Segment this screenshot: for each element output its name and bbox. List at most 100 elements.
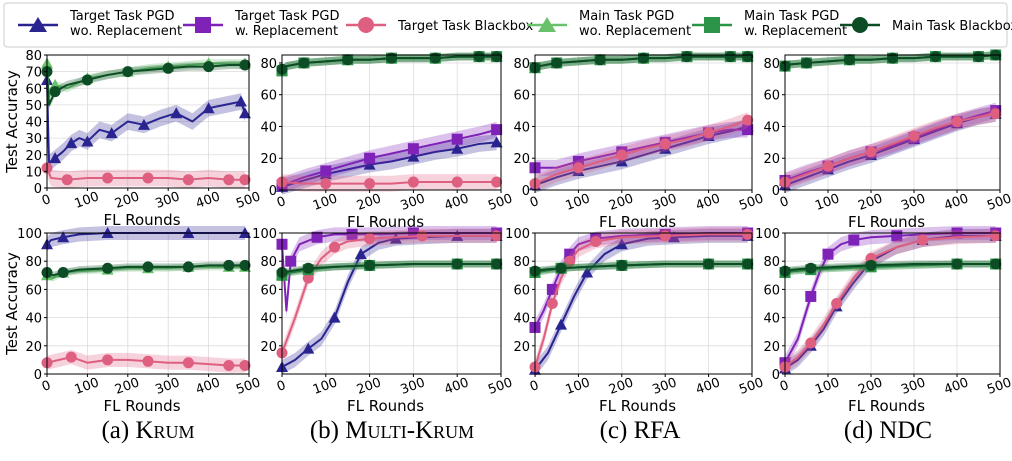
axes-frame [534,54,753,191]
series-marker [848,234,860,246]
series-line [784,232,996,364]
series-marker [142,355,154,367]
y-tick-label: 80 [513,255,530,270]
series-marker [122,66,134,78]
x-tick-label: 200 [607,191,635,214]
series-marker [659,230,671,242]
series-marker [49,86,61,98]
y-tick-label: 60 [260,283,277,298]
x-axis-label: FL Rounds [599,397,676,415]
series-marker [491,258,503,270]
series-marker [546,298,558,309]
series-marker [298,57,310,69]
series-line [534,232,748,328]
series-line [534,234,748,371]
series-marker [182,174,194,186]
x-tick-label: 0 [275,378,288,395]
legend-frame [3,2,1008,48]
x-tick-label: 200 [355,375,383,398]
x-tick-label: 100 [564,191,592,214]
x-axis-label: FL Rounds [848,213,925,231]
y-tick-label: 0 [522,184,530,199]
x-tick-label: 0 [528,378,541,395]
series-marker [865,146,877,158]
series-marker [320,178,332,190]
legend-square-marker [195,17,211,33]
y-axis-label: Test Accuracy [3,252,21,356]
series-marker [564,248,576,260]
y-tick-label: 40 [763,312,780,327]
legend-label: wo. Replacement [70,24,182,39]
caption-c: (c) RFA [599,417,681,444]
x-tick-label: 0 [778,378,791,395]
series-marker [238,107,251,119]
axes-frame [281,232,502,375]
series-confidence-band [47,71,245,172]
x-tick-label: 400 [694,375,722,398]
x-tick-label: 500 [737,375,765,398]
series-line [535,128,748,169]
x-axis-label: FL Rounds [599,213,676,231]
y-tick-label: 20 [260,152,277,167]
legend-label: Target Task PGD [234,9,339,24]
series-line [281,181,497,185]
series-marker [564,255,576,267]
y-tick-label: 10 [25,165,42,180]
series-marker [551,57,563,69]
y-tick-label: 100 [252,227,277,242]
series-marker [223,174,235,186]
y-tick-label: 20 [763,340,780,355]
y-tick-label: 40 [25,312,42,327]
caption-a: (a) Krum [101,417,195,444]
series-line [784,263,996,273]
series-marker [742,51,754,63]
series-confidence-band [282,228,497,374]
x-tick-label: 100 [73,375,101,398]
legend-item: Target Task Blackbox [346,17,534,34]
series-line [281,263,497,274]
series-marker [223,360,235,372]
series-marker [239,259,251,271]
series-marker [491,51,503,63]
y-tick-label: 60 [513,89,530,104]
series-marker [239,59,251,71]
series-marker [490,136,503,148]
y-tick-label: 80 [25,49,42,64]
x-tick-label: 300 [899,375,927,398]
x-axis-label: FL Rounds [347,397,424,415]
series-marker [451,142,464,154]
x-tick-label: 200 [856,375,884,398]
series-marker [491,176,503,188]
x-tick-label: 300 [153,189,181,212]
y-tick-label: 100 [755,227,780,242]
y-tick-label: 60 [513,283,530,298]
y-tick-label: 40 [513,120,530,135]
series-marker [724,51,736,63]
x-tick-label: 200 [113,189,141,212]
series-marker [234,95,247,107]
series-marker [887,52,898,64]
y-tick-label: 100 [505,227,530,242]
series-marker [170,107,183,119]
series-confidence-band [535,225,748,335]
series-marker [61,174,73,186]
series-confidence-band [282,134,497,195]
chart-panel: 20 40 60 80 100 0 100 200 300 400 500 FL Rounds [252,225,515,415]
series-marker [742,228,754,240]
series-marker [703,258,715,270]
x-axis-label: FL Rounds [347,213,424,231]
y-tick-label: 0 [772,368,780,383]
y-tick-label: 0 [269,184,277,199]
x-tick-label: 100 [813,375,841,398]
series-marker [742,124,754,136]
series-marker [202,102,215,114]
series-line [534,263,748,273]
legend-label: w. Replacement [744,24,847,39]
y-tick-label: 0 [34,182,42,197]
series-marker [805,262,817,274]
series-marker [703,127,715,139]
series-marker [681,51,693,63]
series-marker [831,298,843,309]
y-tick-label: 80 [763,57,780,72]
